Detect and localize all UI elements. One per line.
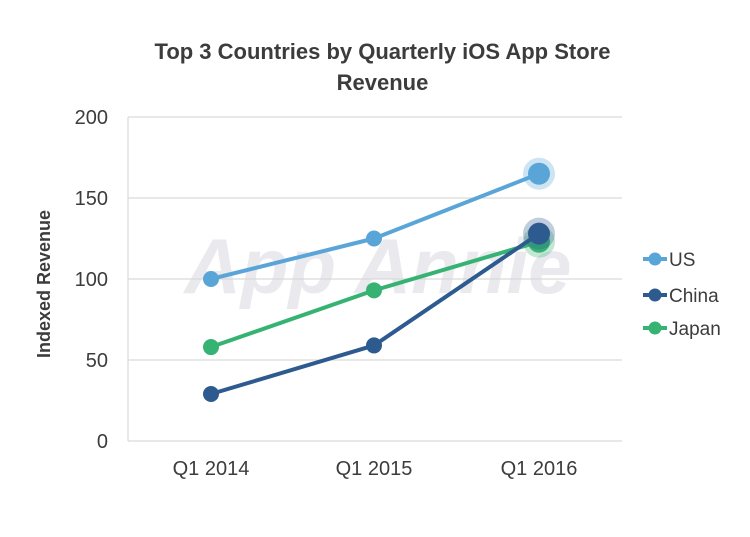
legend-swatch-marker xyxy=(648,321,662,335)
data-point xyxy=(203,271,219,287)
y-tick-label: 0 xyxy=(97,431,108,453)
series-us xyxy=(203,157,555,287)
data-point xyxy=(203,339,219,356)
x-tick-label: Q1 2016 xyxy=(501,458,578,480)
series-china xyxy=(203,217,555,403)
chart-title-line-1: Top 3 Countries by Quarterly iOS App Sto… xyxy=(154,39,611,64)
legend-swatch-marker xyxy=(648,252,662,266)
data-point xyxy=(366,337,382,354)
data-point xyxy=(528,162,550,185)
x-tick-label: Q1 2015 xyxy=(336,458,413,480)
y-axis-label: Indexed Revenue xyxy=(34,210,54,358)
data-point xyxy=(203,386,219,403)
legend-item-japan: Japan xyxy=(643,319,721,340)
legend-label: Japan xyxy=(669,319,721,340)
y-tick-label: 200 xyxy=(75,107,108,129)
data-point xyxy=(366,282,382,299)
legend-label: China xyxy=(669,286,719,307)
chart-title-line-2: Revenue xyxy=(336,70,429,95)
x-tick-label: Q1 2014 xyxy=(173,458,250,480)
data-point xyxy=(366,230,382,247)
x-axis-ticks: Q1 2014 Q1 2015 Q1 2016 xyxy=(173,458,578,480)
chart-title: Top 3 Countries by Quarterly iOS App Sto… xyxy=(0,36,750,98)
data-point xyxy=(528,222,550,245)
y-tick-label: 100 xyxy=(75,269,108,291)
series-lines xyxy=(203,157,555,403)
y-tick-label: 150 xyxy=(75,188,108,210)
legend-item-us: US xyxy=(643,250,695,271)
y-axis-ticks: 0 50 100 150 200 xyxy=(75,107,108,453)
y-tick-label: 50 xyxy=(86,350,108,372)
legend-item-china: China xyxy=(643,286,719,307)
legend-label: US xyxy=(669,250,695,271)
legend-swatch-marker xyxy=(648,288,662,302)
legend: US China Japan xyxy=(643,250,721,340)
